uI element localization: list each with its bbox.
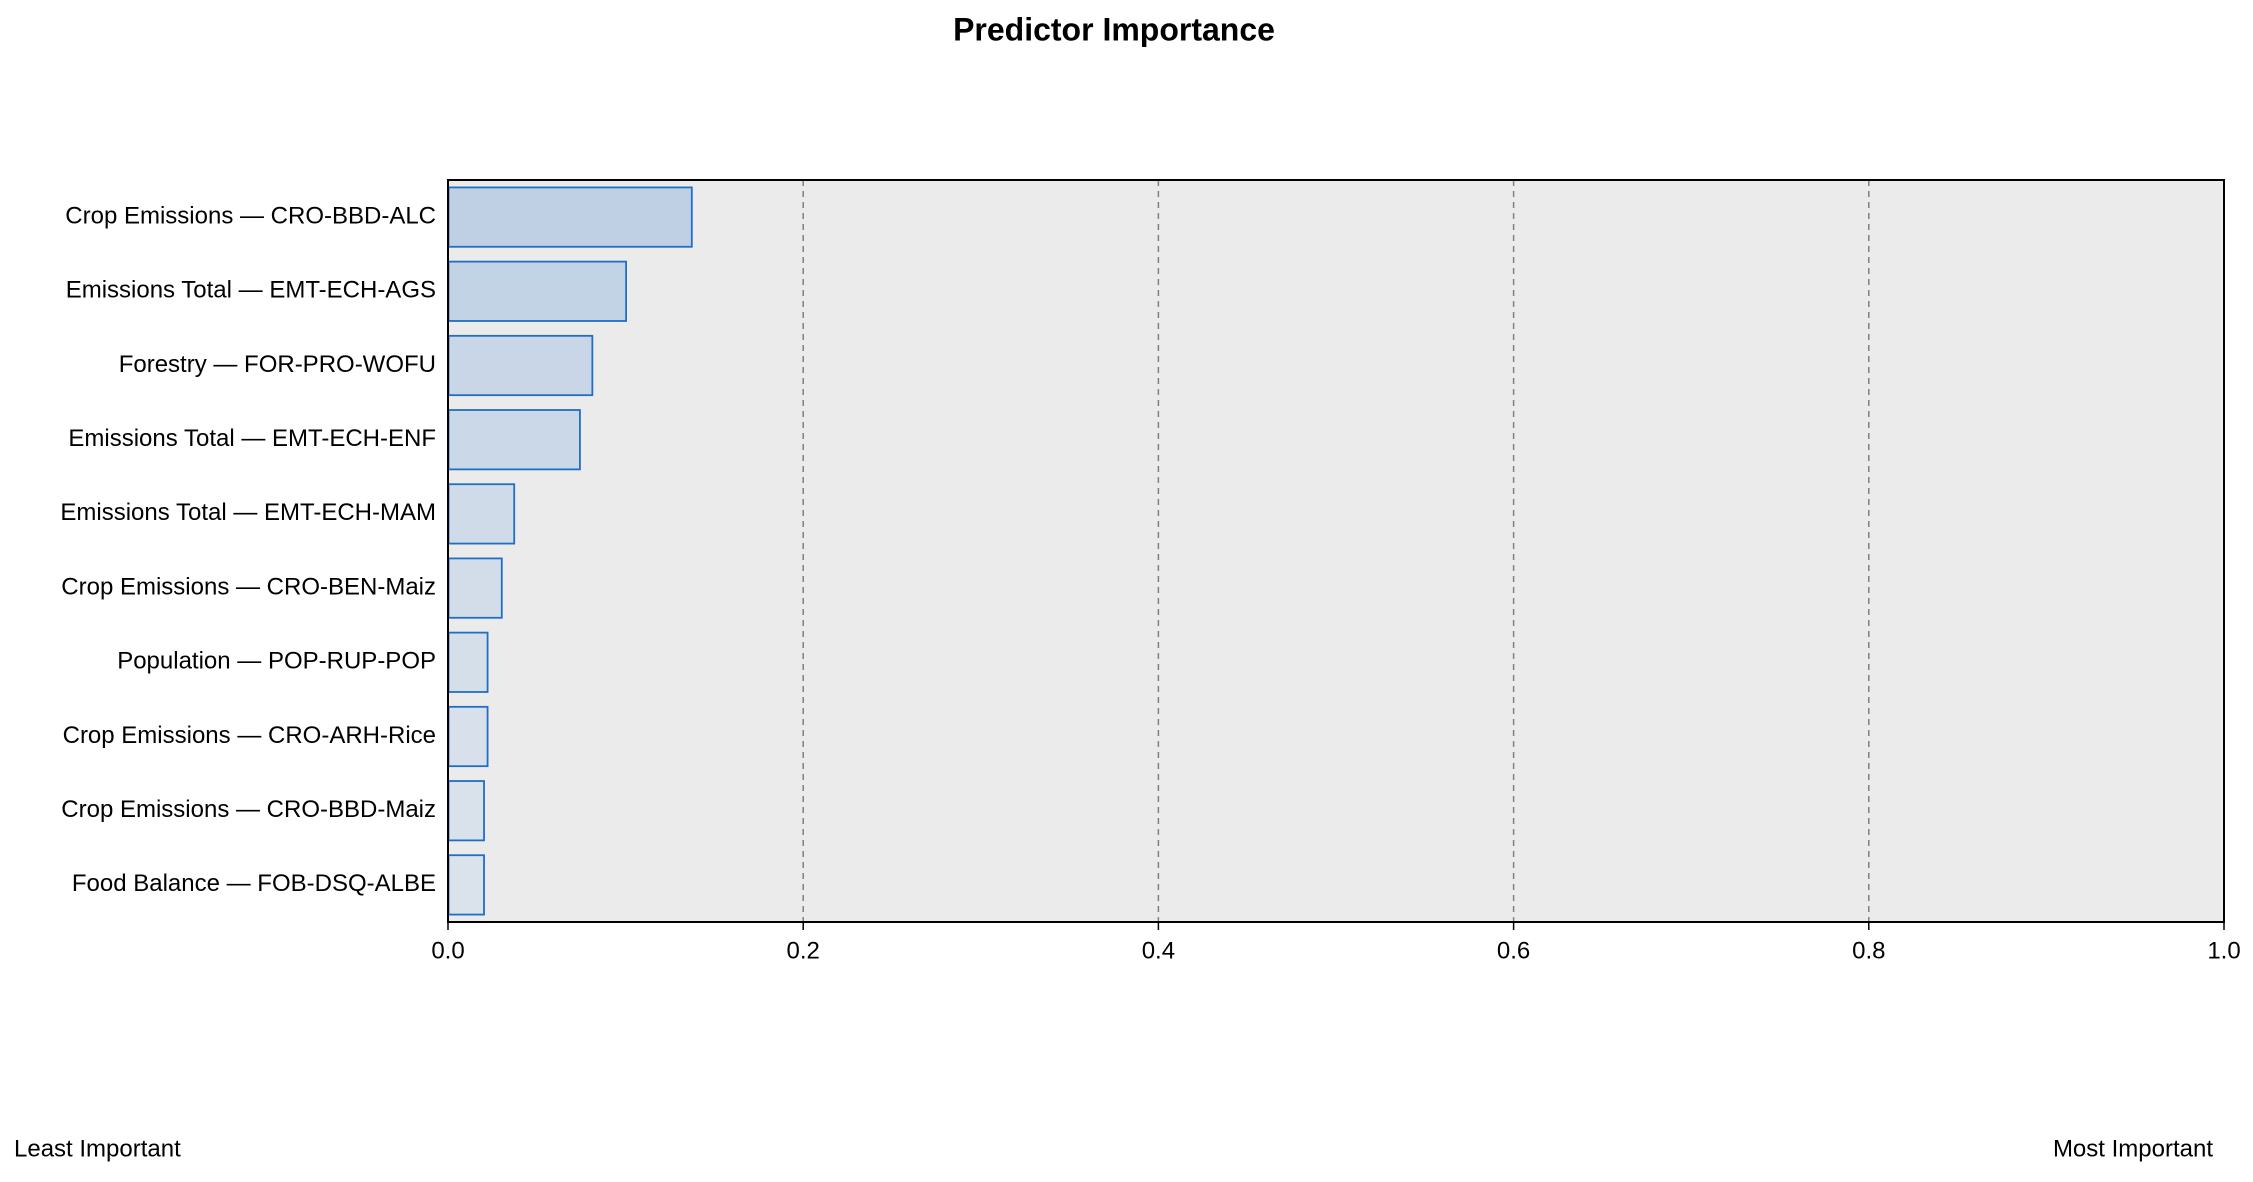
y-tick-label: Food Balance — FOB-DSQ-ALBE	[72, 870, 436, 897]
bar	[447, 705, 489, 768]
y-tick-label: Emissions Total — EMT-ECH-MAM	[60, 499, 436, 526]
x-tick-label: 1.0	[2207, 937, 2240, 964]
bar	[447, 260, 628, 322]
y-tick-label: Crop Emissions — CRO-BBD-ALC	[65, 202, 436, 229]
y-tick-label: Crop Emissions — CRO-ARH-Rice	[63, 722, 436, 749]
x-tick-label: 0.8	[1852, 937, 1885, 964]
x-tick-label: 0.2	[787, 937, 820, 964]
y-tick-label: Crop Emissions — CRO-BEN-Maiz	[61, 573, 436, 600]
chart-title: Predictor Importance	[953, 11, 1275, 47]
x-tick-label: 0.6	[1497, 937, 1530, 964]
bar	[447, 186, 693, 248]
annotation: Most Important	[2053, 1135, 2213, 1162]
bar	[447, 409, 581, 471]
bar	[447, 557, 503, 619]
y-tick-label: Forestry — FOR-PRO-WOFU	[119, 351, 436, 378]
y-tick-label: Emissions Total — EMT-ECH-ENF	[68, 425, 436, 452]
plot-area	[448, 180, 2224, 922]
y-tick-label: Population — POP-RUP-POP	[117, 648, 436, 675]
plot-frame	[447, 179, 2225, 923]
bar	[447, 631, 489, 693]
bar	[447, 780, 485, 842]
bar	[447, 334, 594, 397]
y-tick-label: Emissions Total — EMT-ECH-AGS	[66, 277, 436, 304]
x-tick-label: 0.4	[1142, 937, 1175, 964]
y-tick-label: Crop Emissions — CRO-BBD-Maiz	[61, 796, 436, 823]
annotation: Least Important	[14, 1135, 181, 1162]
bar	[447, 854, 485, 916]
bar	[447, 483, 516, 545]
x-tick-label: 0.0	[431, 937, 464, 964]
